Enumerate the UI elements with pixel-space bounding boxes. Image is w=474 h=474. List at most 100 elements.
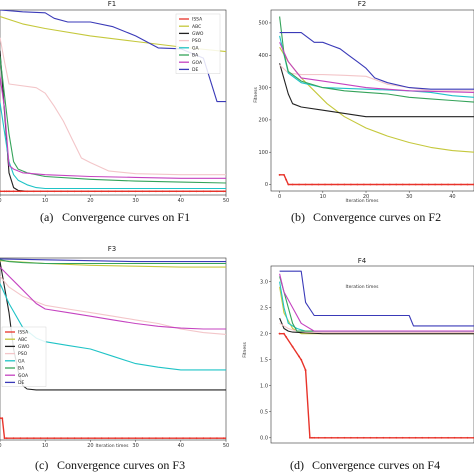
series-issa-marker <box>188 190 191 193</box>
series-issa-marker <box>291 345 294 348</box>
series-issa-marker <box>440 183 443 186</box>
y-tick-label: 0 <box>265 182 268 188</box>
y-tick-label: 200 <box>258 118 268 124</box>
series-issa-marker <box>134 190 137 193</box>
x-tick-label: 50 <box>223 198 229 204</box>
legend-label-pso: PSO <box>18 351 28 357</box>
caption-b-label: (b) <box>291 210 305 224</box>
legend-label-ga: GA <box>192 45 199 51</box>
series-issa-marker <box>300 358 303 361</box>
series-issa-marker <box>362 183 365 186</box>
series-group <box>0 258 226 440</box>
x-tick-label: 10 <box>42 443 48 449</box>
series-issa-marker <box>324 436 326 439</box>
y-tick-label: 3.0 <box>260 279 268 285</box>
series-issa-marker <box>100 437 103 440</box>
series-issa-marker <box>148 190 151 193</box>
series-issa-marker <box>278 173 281 176</box>
series-issa-marker <box>5 190 8 193</box>
series-issa-marker <box>453 183 456 186</box>
caption-c-text: Convergence curves on F3 <box>57 458 185 472</box>
series-issa-marker <box>80 190 83 193</box>
series-issa-marker <box>94 190 96 193</box>
series-issa-marker <box>356 436 359 439</box>
series-issa-marker <box>298 183 300 186</box>
series-issa-marker <box>408 436 411 439</box>
series-issa-marker <box>87 190 90 193</box>
series-issa-marker <box>291 183 294 186</box>
series-issa-marker <box>209 190 212 193</box>
series-issa-marker <box>369 436 372 439</box>
series-issa-marker <box>216 437 218 440</box>
series-issa-marker <box>408 183 411 186</box>
series-issa-marker <box>395 436 398 439</box>
series-issa-marker <box>202 437 205 440</box>
series-abc-line <box>279 286 474 335</box>
series-issa-marker <box>168 437 171 440</box>
series-goa-line <box>0 266 226 330</box>
series-issa-marker <box>121 437 123 440</box>
series-ba-line <box>0 259 226 265</box>
series-issa-marker <box>308 436 311 439</box>
series-issa-marker <box>395 183 398 186</box>
y-tick-label: 2.0 <box>260 331 268 337</box>
panel-d-ylabel: Fitness <box>242 342 248 358</box>
series-issa-marker <box>66 437 69 440</box>
legend-label-de: DE <box>192 67 198 73</box>
series-issa-marker <box>311 183 313 186</box>
x-tick-label: 40 <box>178 198 184 204</box>
series-issa-marker <box>12 190 15 193</box>
series-issa-marker <box>12 437 15 440</box>
y-tick-label: 400 <box>258 53 268 59</box>
y-tick-label: 0.5 <box>260 409 268 415</box>
series-issa-marker <box>0 417 1 420</box>
series-pso-line <box>0 37 226 176</box>
series-issa-marker <box>114 190 117 193</box>
series-pso-line <box>279 64 474 92</box>
series-issa-marker <box>100 190 103 193</box>
plot-frame <box>270 265 474 444</box>
series-issa-marker <box>222 190 225 193</box>
series-issa-marker <box>466 436 469 439</box>
series-issa-marker <box>222 437 225 440</box>
y-tick-label: 100 <box>258 150 268 156</box>
series-issa-marker <box>60 437 62 440</box>
legend-label-gwo: GWO <box>18 344 30 350</box>
series-issa-marker <box>33 190 35 193</box>
caption-a-label: (a) <box>40 210 53 224</box>
x-tick-label: 0 <box>0 443 2 449</box>
series-issa-marker <box>155 190 157 193</box>
series-goa-line <box>279 273 474 332</box>
series-issa-marker <box>388 183 391 186</box>
caption-d-label: (d) <box>290 458 304 472</box>
series-issa-marker <box>87 437 90 440</box>
series-issa-marker <box>304 369 307 372</box>
series-issa-marker <box>175 437 178 440</box>
legend-label-abc: ABC <box>18 337 27 343</box>
series-gwo-line <box>279 63 474 118</box>
series-issa-marker <box>121 190 123 193</box>
series-issa-line <box>279 333 474 439</box>
x-tick-label: 10 <box>42 198 48 204</box>
series-issa-marker <box>3 437 6 440</box>
x-tick-label: 0 <box>0 198 2 204</box>
series-issa-marker <box>225 190 226 193</box>
series-issa-marker <box>46 190 49 193</box>
series-issa-line <box>279 174 474 186</box>
series-issa-marker <box>414 436 417 439</box>
series-issa-marker <box>382 183 385 186</box>
series-issa-marker <box>287 183 290 186</box>
series-issa-marker <box>141 190 144 193</box>
caption-b-text: Convergence curves on F2 <box>313 210 441 224</box>
series-issa-marker <box>337 183 339 186</box>
series-issa-marker <box>440 436 443 439</box>
plot-frame <box>270 9 474 192</box>
series-issa-marker <box>350 436 352 439</box>
series-issa-marker <box>202 190 205 193</box>
series-issa-marker <box>330 183 333 186</box>
series-issa-marker <box>447 183 449 186</box>
series-issa-marker <box>3 190 6 193</box>
